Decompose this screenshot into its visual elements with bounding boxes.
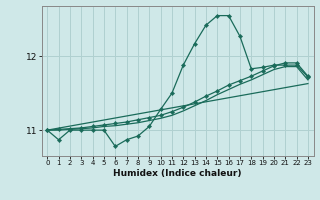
- X-axis label: Humidex (Indice chaleur): Humidex (Indice chaleur): [113, 169, 242, 178]
